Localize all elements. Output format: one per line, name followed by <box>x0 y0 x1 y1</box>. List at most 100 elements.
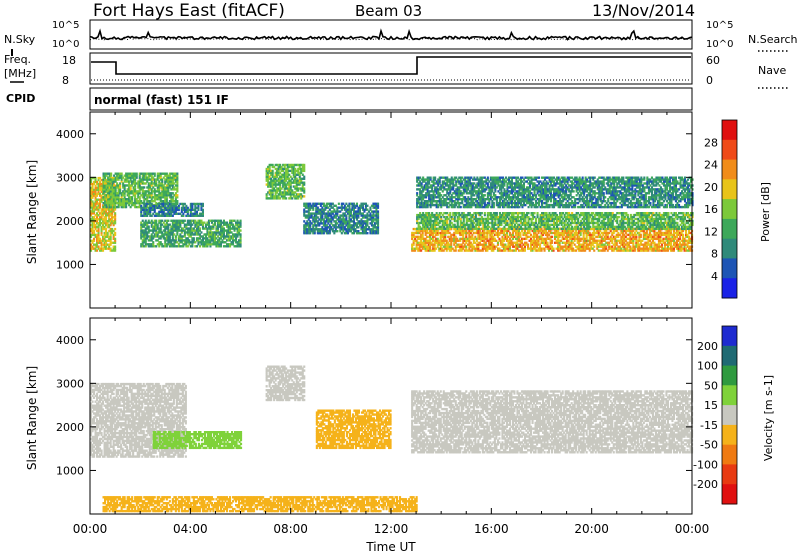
heatmap-cell <box>123 196 126 199</box>
noise-top-tick-right: 10^5 <box>706 20 733 31</box>
heatmap-cell <box>90 200 93 203</box>
heatmap-cell <box>352 230 355 233</box>
heatmap-cell <box>144 190 147 193</box>
heatmap-cell <box>183 206 186 210</box>
heatmap-cell <box>99 247 102 250</box>
heatmap-cell <box>158 180 161 183</box>
heatmap-cell <box>291 197 294 200</box>
heatmap-cell <box>291 191 294 194</box>
heatmap-cell <box>93 237 96 241</box>
heatmap-cell <box>212 219 215 222</box>
heatmap-cell <box>414 247 417 250</box>
heatmap-cell <box>94 243 97 246</box>
heatmap-cell <box>168 176 171 179</box>
heatmap-cell <box>141 235 144 238</box>
heatmap-cell <box>150 178 153 181</box>
heatmap-cell <box>283 195 286 198</box>
heatmap-cell <box>176 194 179 197</box>
heatmap-cell <box>315 214 318 217</box>
heatmap-cell <box>174 178 177 181</box>
heatmap-cell <box>351 216 354 219</box>
heatmap-cell <box>192 202 195 206</box>
heatmap-cell <box>158 210 161 214</box>
heatmap-cell <box>102 243 105 246</box>
heatmap-cell <box>364 204 367 207</box>
heatmap-cell <box>113 201 116 205</box>
heatmap-cell <box>144 198 147 201</box>
heatmap-cell <box>289 197 292 200</box>
heatmap-cell <box>185 239 188 242</box>
heatmap-cell <box>216 227 219 230</box>
heatmap-cell <box>135 176 138 179</box>
heatmap-cell <box>203 243 206 246</box>
heatmap-cell <box>219 237 222 240</box>
heatmap-cell <box>100 222 103 225</box>
heatmap-cell <box>227 227 230 230</box>
heatmap-cell <box>153 190 156 193</box>
heatmap-cell <box>104 178 107 181</box>
heatmap-cell <box>96 220 99 223</box>
heatmap-cell <box>239 243 242 246</box>
heatmap-cell <box>186 214 189 217</box>
heatmap-cell <box>373 204 376 207</box>
heatmap-cell <box>168 243 171 246</box>
heatmap-cell <box>165 206 168 210</box>
heatmap-cell <box>155 180 158 183</box>
heatmap-cell <box>415 247 418 250</box>
heatmap-cell <box>149 196 152 199</box>
heatmap-cell <box>105 222 108 225</box>
heatmap-cell <box>155 245 158 248</box>
heatmap-cell <box>173 174 176 177</box>
heatmap-cell <box>100 210 103 213</box>
heatmap-cell <box>111 231 114 235</box>
heatmap-cell <box>282 169 285 173</box>
heatmap-cell <box>197 206 200 210</box>
heatmap-cell <box>180 219 183 222</box>
heatmap-cell <box>277 195 280 198</box>
heatmap-cell <box>173 204 176 208</box>
heatmap-cell <box>312 212 315 215</box>
heatmap-cell <box>100 182 103 186</box>
heatmap-cell <box>301 165 304 169</box>
heatmap-cell <box>171 180 174 183</box>
heatmap-cell <box>125 200 128 203</box>
heatmap-cell <box>270 195 273 198</box>
heatmap-cell <box>375 222 378 225</box>
heatmap-cell <box>330 204 333 207</box>
heatmap-cell <box>99 184 102 188</box>
heatmap-cell <box>149 194 152 197</box>
heatmap-cell <box>105 205 108 209</box>
heatmap-cell <box>149 201 152 205</box>
heatmap-cell <box>162 237 165 240</box>
heatmap-cell <box>346 220 349 223</box>
heatmap-cell <box>146 205 149 209</box>
heatmap-cell <box>300 195 303 198</box>
heatmap-cell <box>111 249 114 252</box>
heatmap-cell <box>112 229 115 233</box>
heatmap-cell <box>155 204 158 208</box>
heatmap-cell <box>174 227 177 230</box>
heatmap-cell <box>216 219 219 222</box>
heatmap-cell <box>141 243 144 246</box>
heatmap-cell <box>209 231 212 234</box>
heatmap-cell <box>213 239 216 242</box>
heatmap-cell <box>167 243 170 246</box>
heatmap-cell <box>150 190 153 193</box>
heatmap-cell <box>334 212 337 215</box>
heatmap-cell <box>221 229 224 232</box>
heatmap-cell <box>105 247 108 250</box>
heatmap-cell <box>593 249 596 252</box>
heatmap-cell <box>180 241 183 244</box>
heatmap-cell <box>327 218 330 221</box>
heatmap-cell <box>321 212 324 215</box>
heatmap-cell <box>279 177 282 180</box>
heatmap-cell <box>271 163 274 167</box>
heatmap-cell <box>150 233 153 236</box>
heatmap-cell <box>304 202 307 205</box>
heatmap-cell <box>100 188 103 192</box>
heatmap-cell <box>195 229 198 232</box>
heatmap-cell <box>357 230 360 233</box>
heatmap-cell <box>289 185 292 188</box>
heatmap-cell <box>147 176 150 179</box>
heatmap-cell <box>167 202 170 206</box>
